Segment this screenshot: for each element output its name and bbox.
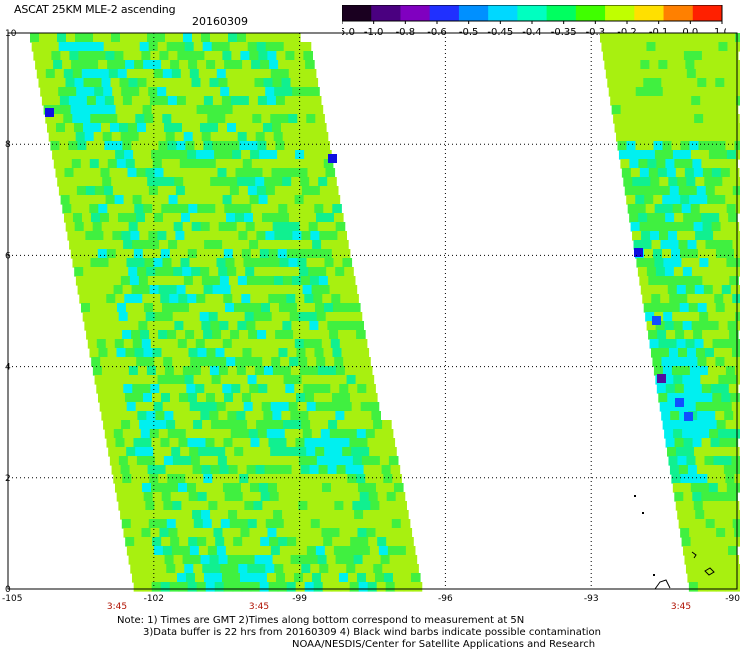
outlier-cell xyxy=(684,412,693,421)
colorbar-swatch xyxy=(692,5,723,21)
x-tick-label: -105 xyxy=(2,594,22,604)
plot-frame xyxy=(7,32,738,590)
outlier-cell xyxy=(675,398,684,407)
grid-layer xyxy=(8,33,737,589)
colorbar-swatch xyxy=(371,5,401,21)
x-tick-label: -102 xyxy=(144,594,164,604)
y-tick-label: 2 xyxy=(5,474,11,484)
outlier-cell xyxy=(657,374,666,383)
x-tick-label: -93 xyxy=(584,594,599,604)
y-tick-label: 4 xyxy=(5,363,11,373)
outlier-cell xyxy=(45,108,54,117)
outlier-cell xyxy=(652,316,661,325)
colorbar-swatch xyxy=(663,5,694,21)
y-tick-label: 0 xyxy=(5,585,11,595)
outlier-cell xyxy=(328,154,337,163)
outlier-cell xyxy=(634,248,643,257)
colorbar-swatch xyxy=(458,5,489,21)
colorbar-swatch xyxy=(546,5,577,21)
y-tick-label: 8 xyxy=(5,140,11,150)
x-tick-label: -96 xyxy=(438,594,453,604)
x-tick-label: -99 xyxy=(292,594,307,604)
pass-time-label: 3:45 xyxy=(671,602,691,612)
colorbar-swatch xyxy=(517,5,548,21)
colorbar-swatch xyxy=(634,5,665,21)
coastline-layer xyxy=(634,495,715,590)
colorbar-swatch xyxy=(342,5,372,21)
x-tick-label: -90 xyxy=(725,594,740,604)
note-line-1: Note: 1) Times are GMT 2)Times along bot… xyxy=(117,615,525,626)
tick-layer: 0 2 4 6 8 10 -105 -102 -99 -96 -93 -90 3:45 3:45 3:45 xyxy=(2,29,740,612)
pass-time-label: 3:45 xyxy=(107,602,127,612)
colorbar-swatch xyxy=(429,5,460,21)
colorbar-swatch xyxy=(400,5,431,21)
y-tick-label: 10 xyxy=(5,29,17,39)
colorbar-swatch xyxy=(575,5,606,21)
y-tick-label: 6 xyxy=(5,251,11,261)
note-line-2: 3)Data buffer is 22 hrs from 20160309 4)… xyxy=(143,627,601,638)
swath-layer xyxy=(30,33,740,592)
colorbar-swatch xyxy=(488,5,518,21)
map-date: 20160309 xyxy=(192,15,248,28)
note-line-3: NOAA/NESDIS/Center for Satellite Applica… xyxy=(292,639,596,650)
pass-time-label: 3:45 xyxy=(249,602,269,612)
map-title: ASCAT 25KM MLE-2 ascending xyxy=(14,3,176,16)
colorbar-swatch xyxy=(605,5,635,21)
